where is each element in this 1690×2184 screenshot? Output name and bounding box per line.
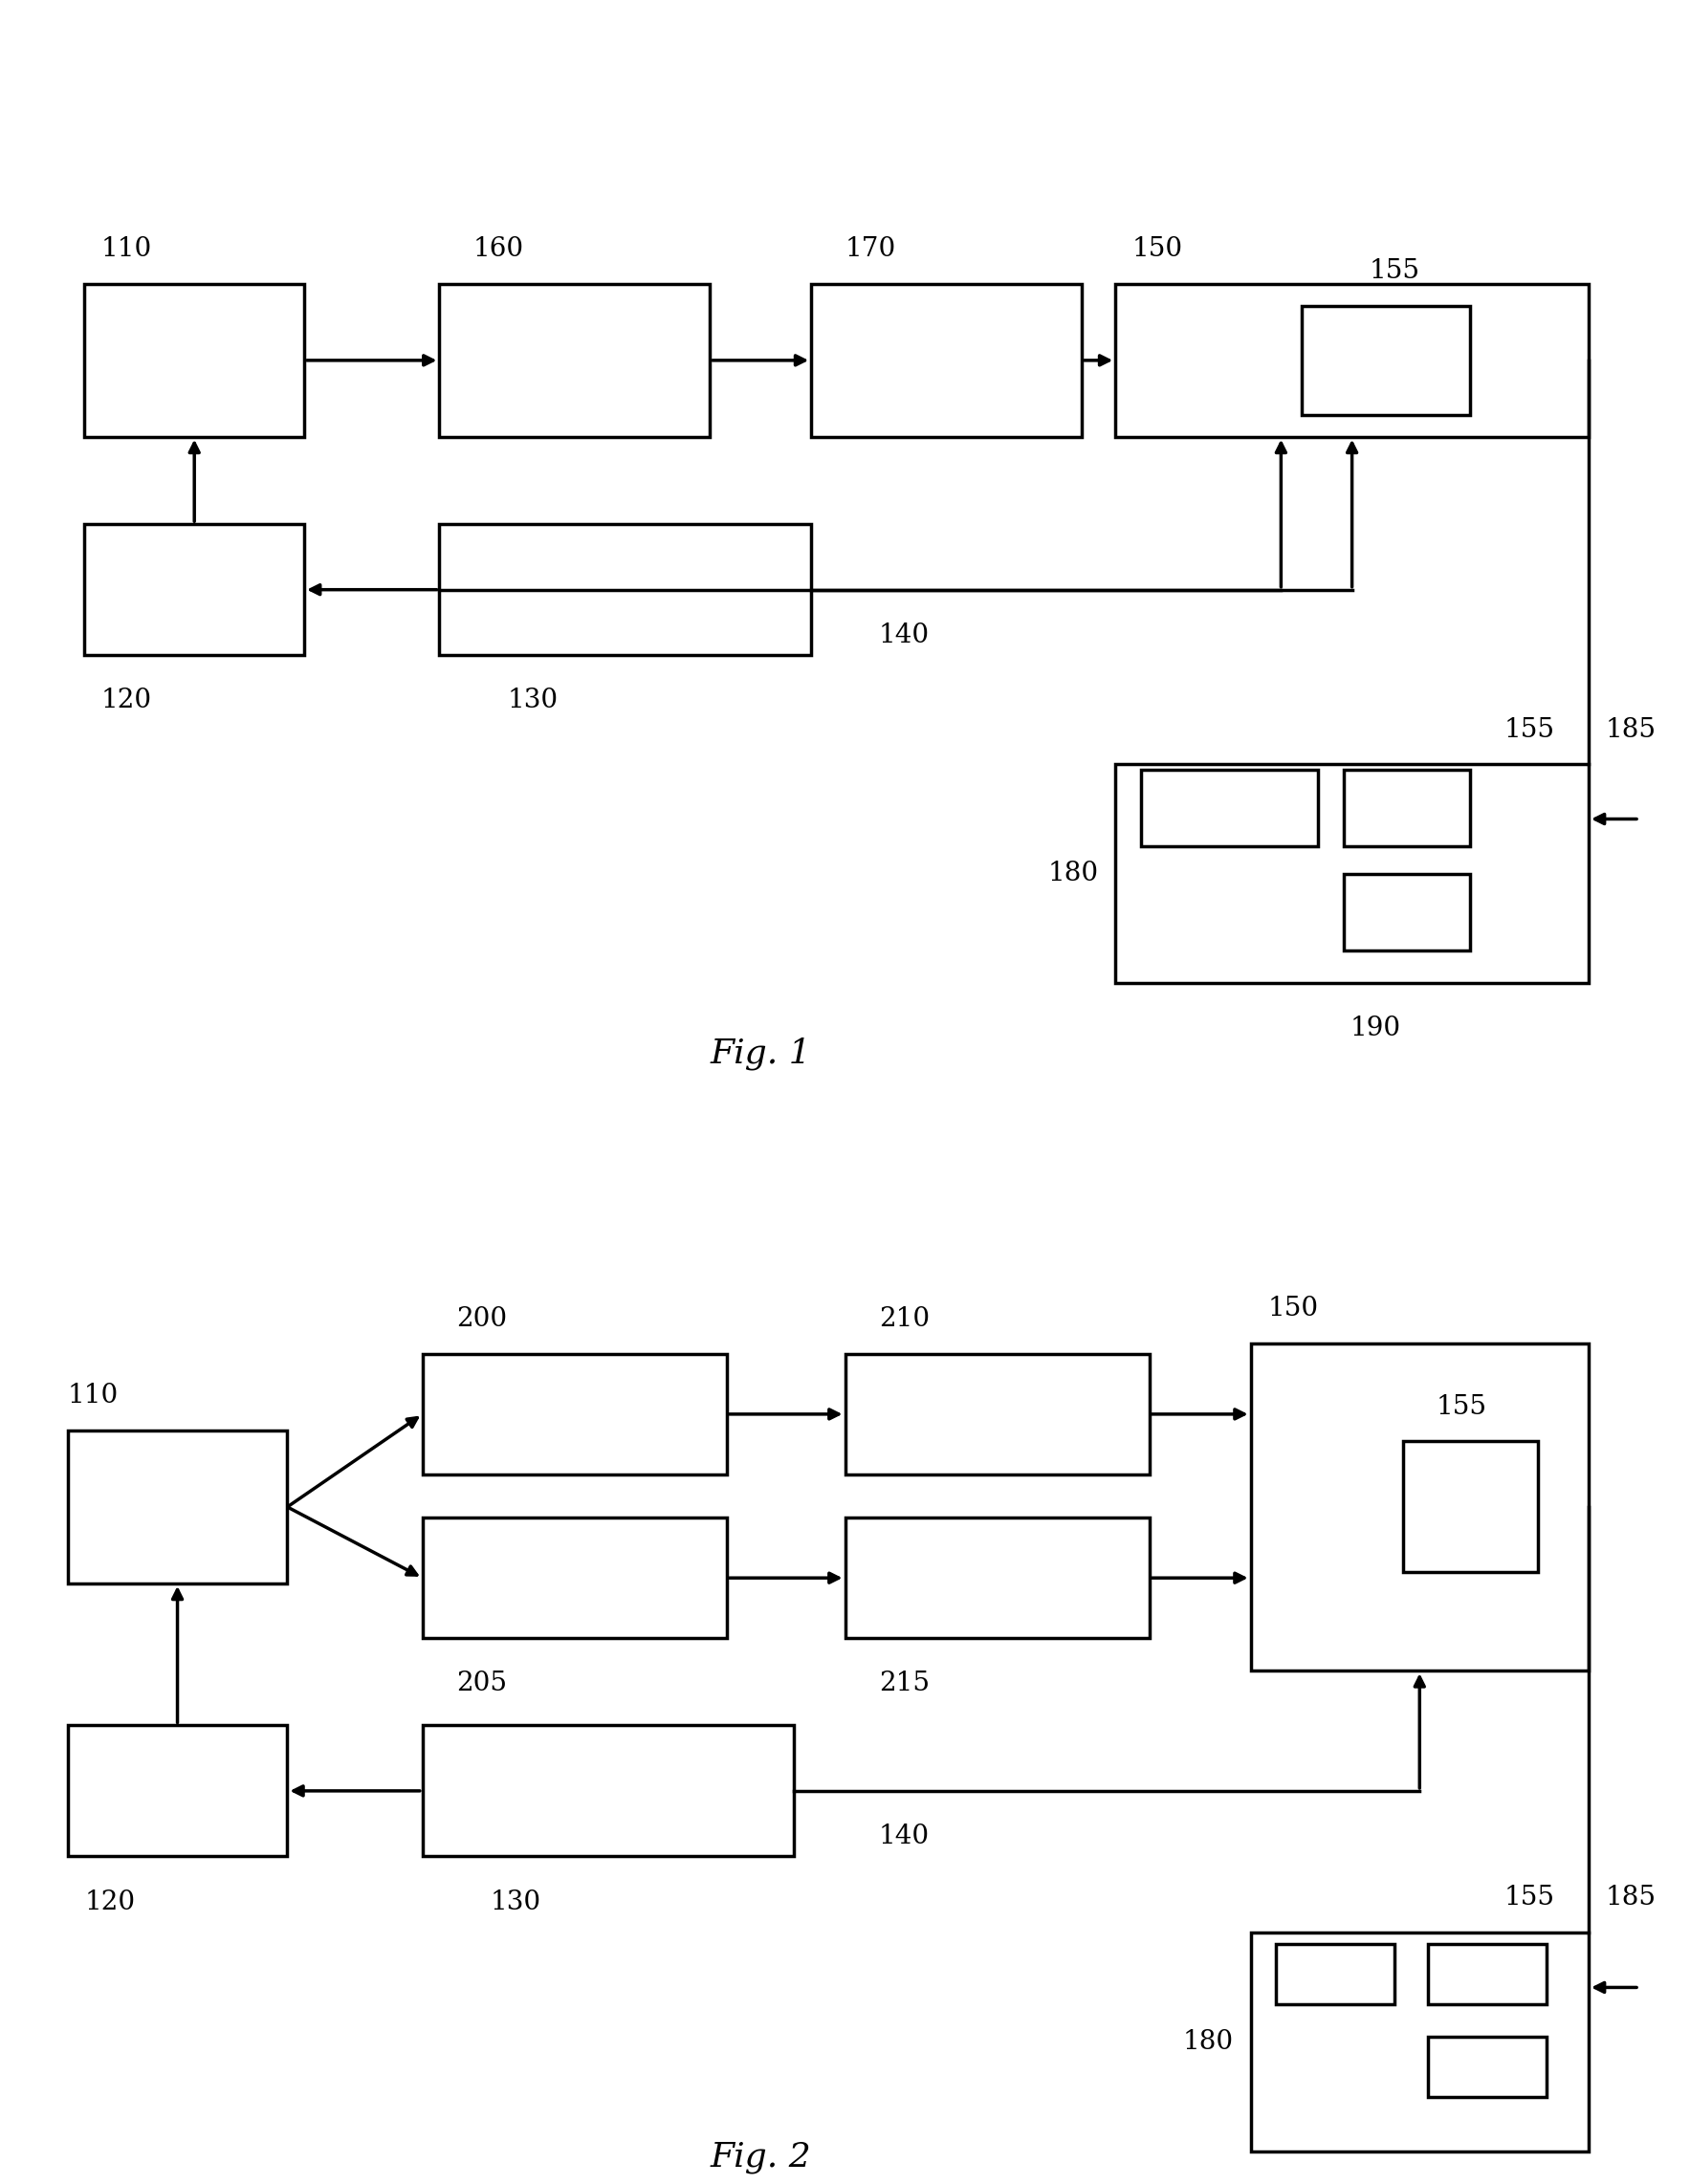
- Text: 200: 200: [456, 1306, 507, 1332]
- FancyBboxPatch shape: [1344, 769, 1470, 845]
- Text: 155: 155: [1436, 1393, 1487, 1420]
- Text: 185: 185: [1606, 1885, 1656, 1911]
- FancyBboxPatch shape: [422, 1354, 727, 1474]
- FancyBboxPatch shape: [1301, 306, 1470, 415]
- Text: 180: 180: [1048, 860, 1098, 887]
- FancyBboxPatch shape: [1428, 2035, 1546, 2097]
- FancyBboxPatch shape: [1276, 1944, 1394, 2005]
- FancyBboxPatch shape: [1251, 1933, 1589, 2151]
- Text: 120: 120: [85, 1889, 135, 1915]
- FancyBboxPatch shape: [1428, 1944, 1546, 2005]
- Text: 110: 110: [101, 236, 152, 262]
- FancyBboxPatch shape: [439, 284, 710, 437]
- FancyBboxPatch shape: [1115, 764, 1589, 983]
- FancyBboxPatch shape: [1344, 874, 1470, 950]
- Text: 155: 155: [1369, 258, 1420, 284]
- Text: 215: 215: [879, 1671, 930, 1697]
- FancyBboxPatch shape: [68, 1431, 287, 1583]
- Text: 170: 170: [845, 236, 896, 262]
- Text: 185: 185: [1606, 716, 1656, 743]
- Text: 150: 150: [1268, 1295, 1318, 1321]
- FancyBboxPatch shape: [422, 1725, 794, 1856]
- FancyBboxPatch shape: [1251, 1343, 1589, 1671]
- Text: 160: 160: [473, 236, 524, 262]
- Text: Fig. 1: Fig. 1: [710, 1037, 811, 1070]
- Text: 190: 190: [1350, 1016, 1401, 1042]
- Text: 205: 205: [456, 1671, 507, 1697]
- FancyBboxPatch shape: [85, 284, 304, 437]
- Text: 110: 110: [68, 1382, 118, 1409]
- FancyBboxPatch shape: [68, 1725, 287, 1856]
- Text: Fig. 2: Fig. 2: [710, 2140, 811, 2173]
- FancyBboxPatch shape: [811, 284, 1082, 437]
- Text: 140: 140: [879, 1824, 930, 1850]
- FancyBboxPatch shape: [1141, 769, 1318, 845]
- FancyBboxPatch shape: [1403, 1441, 1538, 1572]
- Text: 140: 140: [879, 622, 930, 649]
- FancyBboxPatch shape: [845, 1354, 1149, 1474]
- Text: 130: 130: [490, 1889, 541, 1915]
- Text: 120: 120: [101, 688, 152, 714]
- FancyBboxPatch shape: [845, 1518, 1149, 1638]
- Text: 150: 150: [1132, 236, 1183, 262]
- Text: 130: 130: [507, 688, 558, 714]
- FancyBboxPatch shape: [422, 1518, 727, 1638]
- Text: 210: 210: [879, 1306, 930, 1332]
- Text: 155: 155: [1504, 1885, 1555, 1911]
- Text: 155: 155: [1504, 716, 1555, 743]
- FancyBboxPatch shape: [85, 524, 304, 655]
- FancyBboxPatch shape: [439, 524, 811, 655]
- FancyBboxPatch shape: [1115, 284, 1589, 437]
- Text: 180: 180: [1183, 2029, 1234, 2055]
